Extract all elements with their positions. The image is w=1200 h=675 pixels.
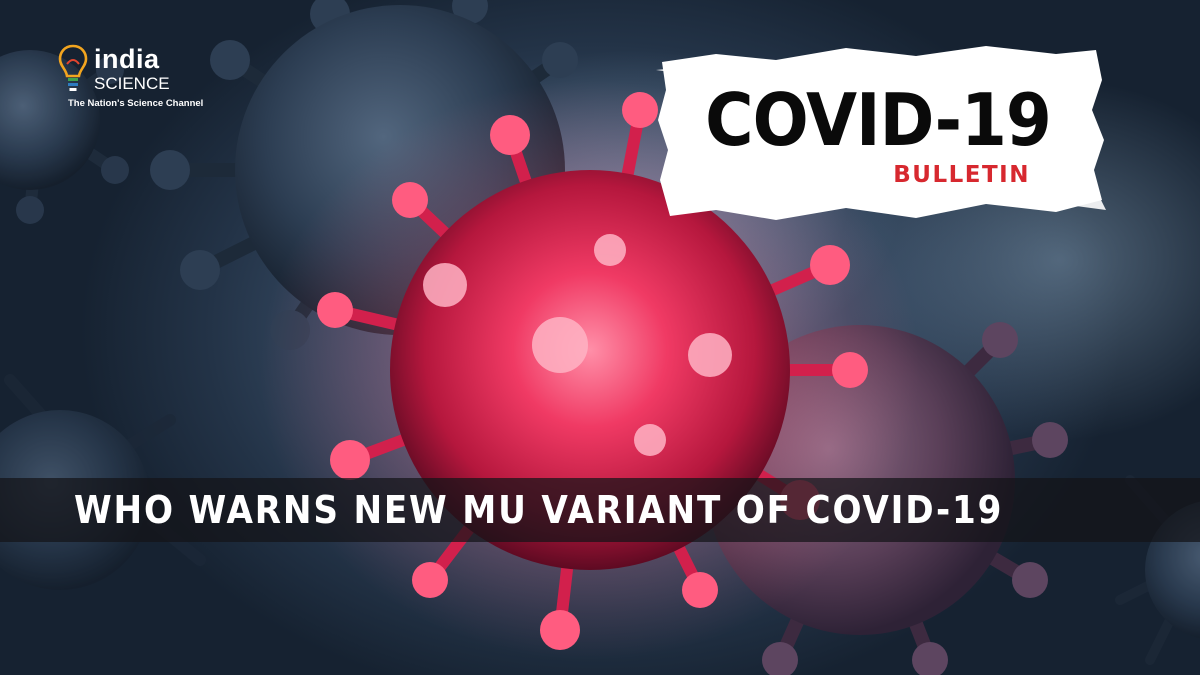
headline-text: WHO WARNS NEW MU VARIANT OF COVID-19	[74, 488, 1004, 532]
badge-subtitle: BULLETIN	[893, 162, 1030, 188]
logo-brand-bottom: SCIENCE	[94, 74, 170, 93]
logo-tagline: The Nation's Science Channel	[68, 98, 204, 109]
badge-title: COVID-19	[705, 78, 1052, 163]
headline-band	[0, 478, 1200, 542]
covid-bulletin-badge: COVID-19 BULLETIN	[656, 40, 1106, 224]
logo-brand-top: india	[94, 44, 160, 74]
lightbulb-icon	[58, 44, 88, 91]
brush-stroke-shape	[656, 46, 1106, 220]
india-science-logo: india SCIENCE The Nation's Science Chann…	[58, 44, 208, 114]
